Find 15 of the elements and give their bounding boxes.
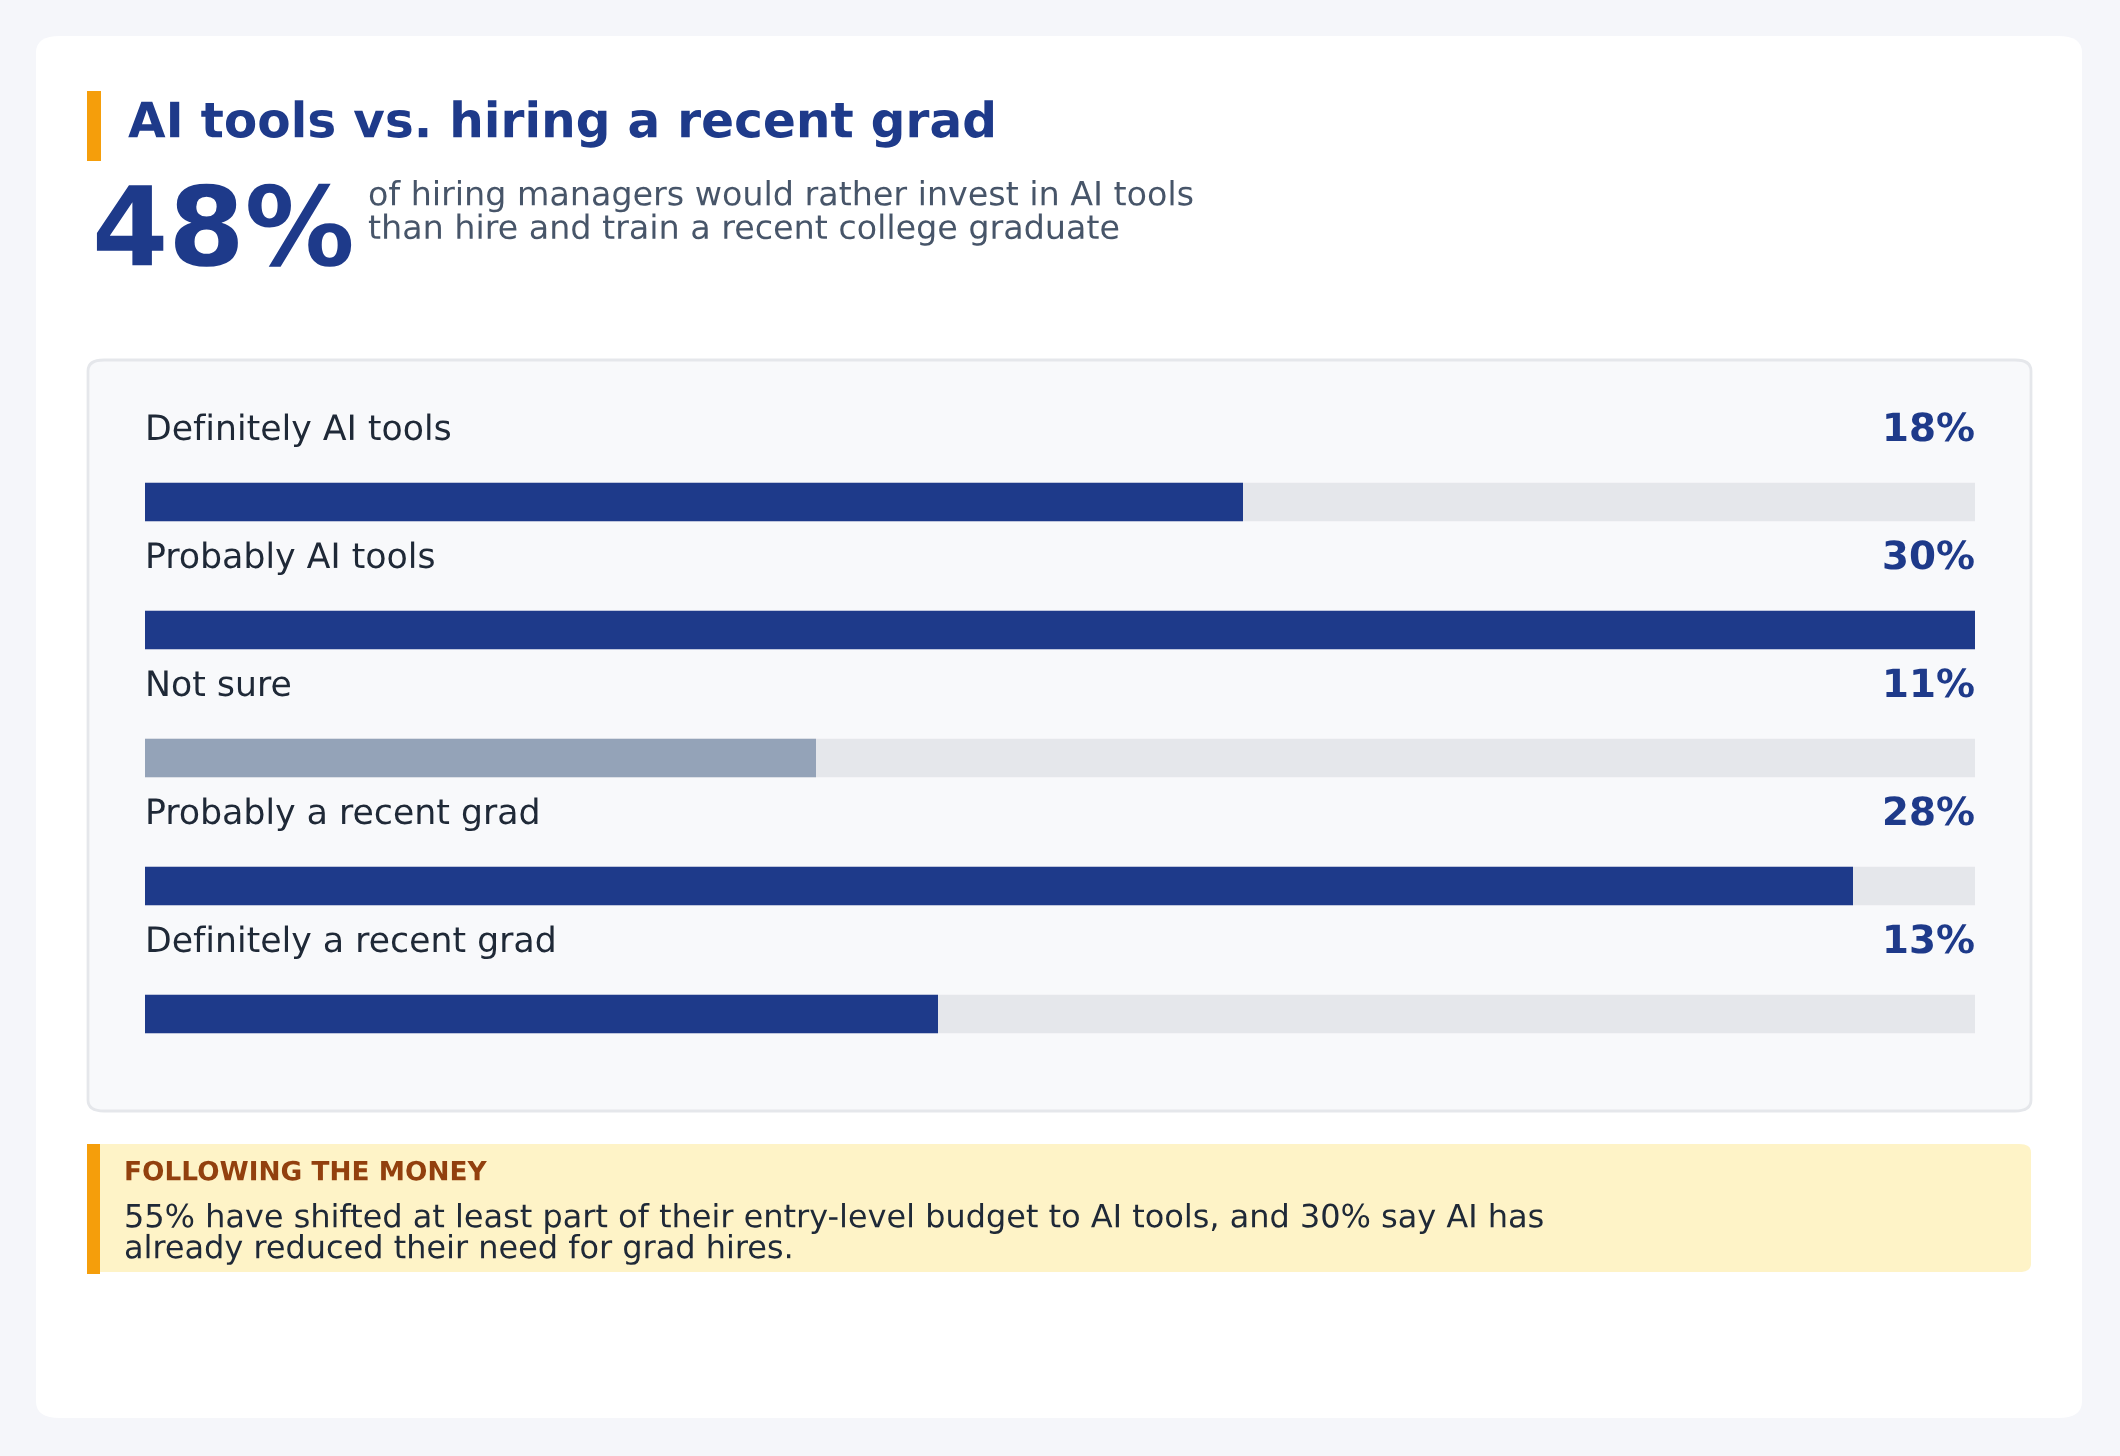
y-tick-label: Definitely AI tools xyxy=(148,413,451,448)
data-label: 13% xyxy=(1886,924,1974,954)
y-tick-label: Probably AI tools xyxy=(148,541,434,576)
chart-title: AI tools vs. hiring a recent grad xyxy=(128,100,993,148)
text: of hiring managers would rather invest in AI tools than hire and train a recent college graduate xyxy=(368,180,1193,246)
text: FOLLOWING THE MONEY xyxy=(126,1160,487,1181)
text: 48% xyxy=(96,183,352,267)
y-tick-label: Definitely a recent grad xyxy=(148,925,554,960)
text: 55% have shifted at least part of their entry-level budget to AI tools, and 30% say AI has already reduced their need for grad hires. xyxy=(125,1203,1543,1265)
y-tick-label: Not sure xyxy=(148,670,290,697)
data-label: 18% xyxy=(1886,412,1974,442)
data-label: 30% xyxy=(1884,540,1974,570)
y-tick-label: Probably a recent grad xyxy=(148,797,538,832)
data-label: 11% xyxy=(1886,668,1974,698)
data-label: 28% xyxy=(1884,796,1974,826)
